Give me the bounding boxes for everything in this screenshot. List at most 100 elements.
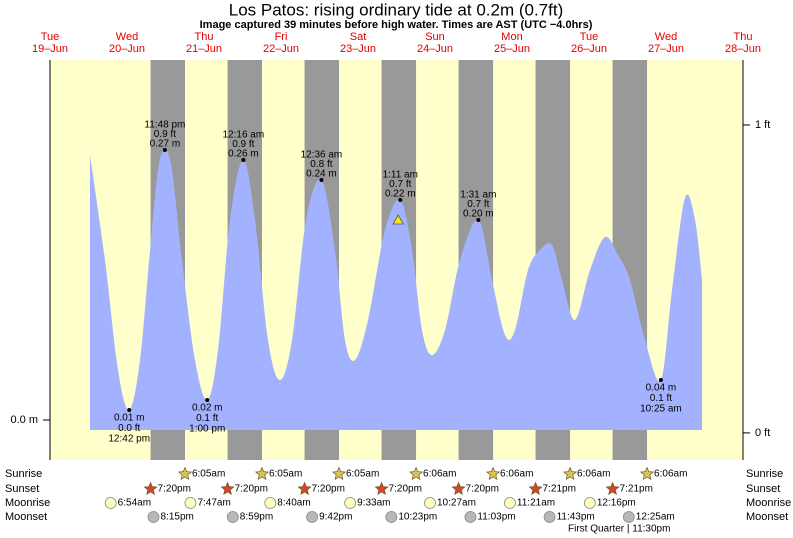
extreme-label: 0.04 m: [646, 383, 677, 394]
extreme-label: 11:48 pm: [144, 120, 185, 131]
sunset-time: 7:21pm: [543, 484, 576, 495]
day-date: 21–Jun: [186, 43, 222, 55]
row-label-right: Moonrise: [746, 497, 791, 509]
moonrise-time: 8:40am: [277, 498, 310, 509]
moonrise-time: 6:54am: [118, 498, 151, 509]
moonset-icon: [385, 511, 398, 523]
moonrise-icon: [184, 497, 197, 509]
moonset-time: 10:23pm: [398, 512, 437, 523]
extreme-label: 0.24 m: [306, 169, 337, 180]
sunrise-time: 6:05am: [269, 469, 302, 480]
sunset-time: 7:21pm: [620, 484, 653, 495]
extreme-label: 1:11 am: [383, 170, 418, 181]
sunrise-time: 6:06am: [423, 469, 456, 480]
extreme-label: 0.1 ft: [196, 413, 218, 424]
extreme-label: 0.7 ft: [467, 199, 489, 210]
extreme-label: 0.20 m: [463, 209, 494, 220]
day-weekday: Tue: [580, 31, 599, 43]
day-date: 23–Jun: [340, 43, 376, 55]
extreme-label: 0.7 ft: [389, 179, 411, 190]
moonset-time: 11:43pm: [557, 512, 595, 523]
sunset-icon: [605, 481, 620, 495]
moonset-icon: [226, 511, 239, 523]
row-label-left: Sunset: [5, 483, 39, 495]
extreme-label: 0.02 m: [192, 403, 223, 414]
chart-subtitle: Image captured 39 minutes before high wa…: [200, 19, 593, 31]
moonset-time: 12:25am: [636, 512, 675, 523]
extreme-label: 0.8 ft: [310, 159, 332, 170]
moonset-icon: [147, 511, 160, 523]
day-weekday: Thu: [734, 31, 753, 43]
sunset-time: 7:20pm: [466, 484, 499, 495]
day-weekday: Fri: [275, 31, 288, 43]
sunrise-icon: [177, 466, 193, 480]
day-date: 22–Jun: [263, 43, 299, 55]
day-date: 20–Jun: [109, 43, 145, 55]
sunrise-time: 6:06am: [500, 469, 533, 480]
y2-tick-label: 1 ft: [755, 119, 770, 131]
moonrise-icon: [264, 497, 277, 509]
moonrise-icon: [583, 497, 596, 509]
extreme-label: 1:00 pm: [189, 424, 225, 435]
extreme-label: 1:31 am: [460, 190, 496, 201]
moonrise-time: 9:33am: [357, 498, 390, 509]
extreme-label: 12:16 am: [222, 130, 264, 141]
moonset-icon: [464, 511, 477, 523]
extreme-point: [127, 408, 132, 412]
moonset-icon: [543, 511, 556, 523]
sunrise-icon: [563, 466, 578, 480]
extreme-label: 0.1 ft: [650, 393, 672, 404]
extreme-point: [205, 398, 210, 402]
sunset-icon: [220, 481, 235, 495]
row-label-left: Sunrise: [5, 468, 42, 480]
moonrise-icon: [104, 497, 117, 509]
sunrise-time: 6:06am: [654, 469, 687, 480]
sunrise-time: 6:05am: [192, 469, 225, 480]
extreme-point: [319, 178, 324, 182]
day-date: 24–Jun: [417, 43, 453, 55]
moonrise-icon: [504, 497, 516, 509]
moonrise-time: 10:27am: [437, 498, 476, 509]
extreme-point: [658, 378, 663, 382]
sunset-time: 7:20pm: [235, 484, 268, 495]
moonset-icon: [622, 511, 635, 523]
day-weekday: Tue: [41, 31, 60, 43]
extreme-point: [476, 218, 481, 222]
sunset-time: 7:20pm: [158, 484, 191, 495]
moonset-time: 9:42pm: [319, 512, 352, 523]
day-date: 25–Jun: [494, 43, 530, 55]
extreme-label: 0.9 ft: [154, 129, 176, 140]
day-weekday: Sun: [425, 31, 445, 43]
tide-area: [89, 150, 703, 430]
extreme-point: [241, 158, 246, 162]
moonset-time: 11:03pm: [477, 512, 515, 523]
chart-title: Los Patos: rising ordinary tide at 0.2m …: [229, 0, 564, 19]
moonset-time: 8:59pm: [240, 512, 273, 523]
day-weekday: Mon: [501, 31, 522, 43]
extreme-label: 0.22 m: [385, 189, 416, 200]
moonrise-icon: [344, 497, 357, 509]
sunset-icon: [528, 481, 543, 495]
day-weekday: Sat: [350, 31, 367, 43]
moon-phase: First Quarter | 11:30pm: [568, 524, 670, 535]
y2-tick-label: 0 ft: [755, 427, 770, 439]
extreme-label: 0.26 m: [228, 149, 259, 160]
sunset-icon: [297, 481, 312, 495]
sunrise-icon: [486, 466, 501, 480]
sunrise-icon: [640, 466, 655, 480]
sunset-time: 7:20pm: [389, 484, 422, 495]
moonrise-icon: [424, 497, 436, 509]
moonrise-time: 12:16pm: [597, 498, 636, 509]
sunset-time: 7:20pm: [312, 484, 345, 495]
sunrise-icon: [331, 466, 347, 480]
extreme-label: 0.27 m: [150, 139, 181, 150]
day-weekday: Wed: [116, 31, 138, 43]
day-weekday: Thu: [195, 31, 214, 43]
current-marker: [392, 214, 404, 225]
sunrise-time: 6:05am: [346, 469, 379, 480]
sunrise-icon: [409, 466, 424, 480]
row-label-left: Moonrise: [5, 497, 50, 509]
y-tick-label: 0.0 m: [10, 414, 38, 426]
